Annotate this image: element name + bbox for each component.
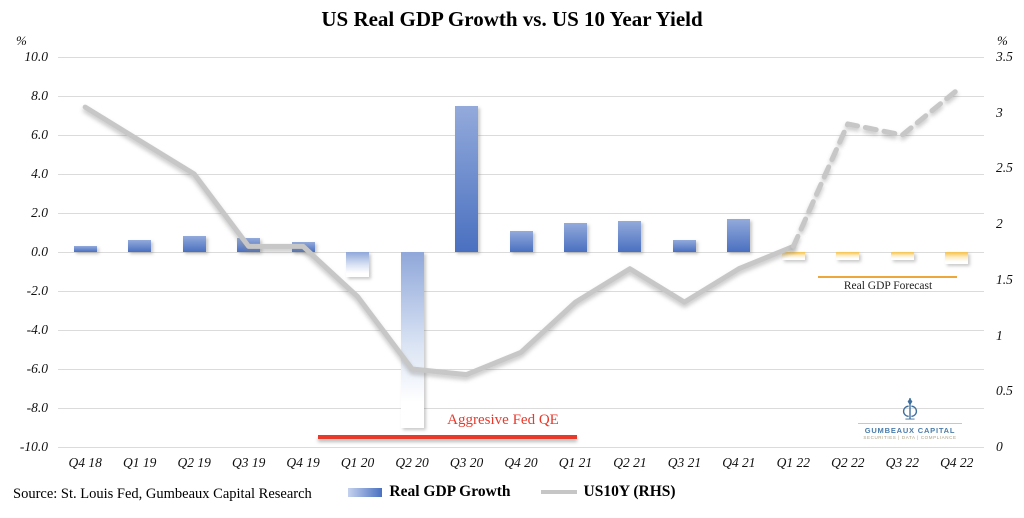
- right-axis-tick-label: 2.5: [996, 160, 1013, 176]
- gdp-growth-bar: [400, 252, 424, 428]
- qe-annotation-line: [318, 435, 577, 439]
- legend-item-gdp: Real GDP Growth: [348, 483, 511, 501]
- x-axis-tick-label: Q1 19: [123, 455, 157, 470]
- x-axis-tick-label: Q3 19: [231, 455, 266, 470]
- gdp-growth-bar: [73, 246, 97, 252]
- source-note: Source: St. Louis Fed, Gumbeaux Capital …: [13, 486, 312, 502]
- forecast-annotation-label: Real GDP Forecast: [843, 280, 933, 292]
- gridline: [58, 446, 984, 448]
- gdp-forecast-bar: [945, 252, 969, 264]
- forecast-annotation-line: [818, 276, 957, 278]
- x-axis-tick-label: Q3 20: [449, 455, 484, 470]
- x-axis-tick-label: Q4 18: [68, 455, 102, 470]
- left-axis-tick-label: -6.0: [26, 361, 48, 376]
- gdp-growth-bar: [182, 236, 206, 252]
- x-axis-tick-label: Q1 21: [558, 455, 593, 470]
- right-axis-tick-label: 1.5: [996, 271, 1013, 287]
- x-axis-tick-label: Q2 20: [395, 455, 429, 470]
- right-axis-tick-label: 3.5: [996, 49, 1013, 64]
- left-axis-tick-label: -4.0: [26, 322, 48, 337]
- gdp-growth-bar: [455, 105, 479, 252]
- gdp-growth-bar: [563, 222, 587, 252]
- logo-tagline: SECURITIES | DATA | COMPLIANCE: [863, 434, 957, 440]
- left-axis-tick-label: 0.0: [31, 244, 48, 259]
- x-axis-tick-label: Q3 21: [667, 455, 702, 470]
- x-axis-tick-label: Q2 21: [613, 455, 647, 470]
- left-axis-unit-label: %: [16, 33, 27, 48]
- gdp-growth-bar: [618, 220, 642, 252]
- x-axis-tick-label: Q2 19: [177, 455, 211, 470]
- gdp-growth-bar: [509, 230, 533, 252]
- gridline: [58, 173, 984, 175]
- legend-item-us10y: US10Y (RHS): [540, 483, 676, 501]
- gridline: [58, 56, 984, 58]
- x-axis-tick-label: Q4 19: [286, 455, 320, 470]
- gdp-growth-bar: [128, 240, 152, 252]
- gridline: [58, 368, 984, 370]
- left-axis-tick-label: -2.0: [26, 283, 48, 298]
- gdp-forecast-bar: [836, 252, 860, 260]
- qe-annotation-label: Aggresive Fed QE: [447, 412, 559, 428]
- us10y-legend-label: US10Y (RHS): [583, 483, 676, 500]
- right-axis-unit-label: %: [997, 33, 1008, 48]
- gdp-forecast-bar: [890, 252, 914, 260]
- us10y-line-forecast-dashed: [790, 87, 960, 249]
- gdp-growth-bar: [727, 218, 751, 252]
- chart-legend: Real GDP Growth US10Y (RHS): [0, 483, 1024, 501]
- fleur-de-lis-monogram-icon: [902, 397, 918, 420]
- logo-company-name: GUMBEAUX CAPITAL: [858, 423, 962, 435]
- left-axis-tick-label: 4.0: [31, 166, 48, 181]
- left-axis-tick-label: -10.0: [19, 439, 48, 454]
- right-axis-tick-label: 2: [996, 216, 1003, 232]
- chart-title: US Real GDP Growth vs. US 10 Year Yield: [321, 7, 703, 31]
- left-axis-tick-label: 10.0: [24, 49, 48, 64]
- x-axis-tick-label: Q2 22: [831, 455, 865, 470]
- gdp-growth-bar: [672, 240, 696, 252]
- us10y-legend-swatch-icon: [540, 490, 577, 494]
- gridline: [58, 329, 984, 331]
- gumbeaux-capital-logo: GUMBEAUX CAPITAL SECURITIES | DATA | COM…: [858, 395, 962, 440]
- x-axis-tick-label: Q1 20: [340, 455, 375, 470]
- gdp-forecast-bar: [781, 252, 805, 260]
- right-axis-tick-label: 0: [996, 439, 1003, 454]
- gdp-growth-bar: [346, 252, 370, 278]
- x-axis-tick-label: Q4 22: [940, 455, 974, 470]
- gdp-growth-bar: [237, 238, 261, 252]
- x-axis-tick-label: Q4 21: [722, 455, 756, 470]
- gridline: [58, 134, 984, 136]
- right-axis-tick-label: 1: [996, 327, 1003, 343]
- left-axis-tick-label: 8.0: [31, 88, 48, 103]
- left-axis-tick-label: 6.0: [31, 127, 48, 142]
- gridline: [58, 407, 984, 409]
- gdp-legend-swatch-icon: [348, 487, 383, 497]
- right-axis-tick-label: 0.5: [996, 383, 1013, 399]
- gridline: [58, 212, 984, 214]
- gdp-growth-bar: [291, 242, 315, 252]
- x-axis-tick-label: Q3 22: [885, 455, 919, 470]
- left-axis-tick-label: 2.0: [31, 205, 48, 220]
- gdp-legend-label: Real GDP Growth: [389, 483, 511, 500]
- right-axis-tick-label: 3: [996, 104, 1003, 120]
- gridline: [58, 95, 984, 97]
- left-axis-tick-label: -8.0: [26, 400, 48, 415]
- x-axis-tick-label: Q4 20: [504, 455, 538, 470]
- x-axis-tick-label: Q1 22: [776, 455, 811, 470]
